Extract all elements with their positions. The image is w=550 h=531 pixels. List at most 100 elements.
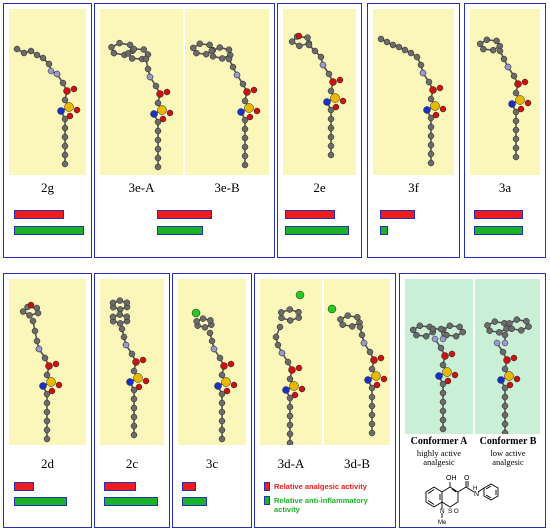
carbon-atom xyxy=(33,304,41,312)
carbon-atom xyxy=(506,320,513,327)
oxygen-atom xyxy=(135,383,143,391)
carbon-atom xyxy=(512,135,520,143)
carbon-atom xyxy=(208,47,216,55)
carbon-atom xyxy=(110,49,118,57)
nitrogen-atom xyxy=(122,341,130,349)
carbon-atom xyxy=(508,325,515,332)
chemical-structure: OH O H N N S O Me xyxy=(425,475,499,526)
molecule-3d-b xyxy=(327,304,388,437)
carbon-atom xyxy=(120,333,128,341)
carbon-atom xyxy=(501,429,509,434)
carbon-atom xyxy=(512,144,520,152)
molecule-background-3a xyxy=(470,9,540,175)
label-3a: 3a xyxy=(498,180,512,195)
carbon-atom xyxy=(241,125,249,133)
carbon-atom xyxy=(272,333,280,341)
carbon-atom xyxy=(128,55,136,62)
carbon-atom xyxy=(123,299,131,306)
carbon-atom xyxy=(439,398,447,406)
antiinflammatory-bar-2d xyxy=(14,497,67,506)
antiinflammatory-bar-3e xyxy=(157,226,203,235)
carbon-atom xyxy=(368,411,376,419)
sulfur-atom xyxy=(289,381,299,391)
sulfur-atom xyxy=(46,377,56,387)
carbon-atom xyxy=(196,40,204,48)
carbon-atom xyxy=(525,323,532,330)
carbon-atom xyxy=(501,420,509,428)
carbon-atom xyxy=(239,80,247,88)
nitrogen-atom xyxy=(431,335,439,343)
carbon-atom xyxy=(126,41,134,49)
carbon-atom xyxy=(439,425,447,433)
legend-analgesic-text: Relative analgesic activity xyxy=(274,482,367,491)
nitrogen-atom xyxy=(282,386,290,394)
oxygen-atom xyxy=(444,377,452,385)
carbon-atom xyxy=(116,311,124,318)
oxygen-atom xyxy=(291,391,299,399)
nitrogen-atom xyxy=(360,339,368,347)
legend-analgesic: Relative analgesic activity xyxy=(264,482,392,491)
carbon-atom xyxy=(496,47,504,55)
carbon-atom xyxy=(501,402,509,410)
carbon-atom xyxy=(512,89,520,97)
oxygen-atom xyxy=(436,84,444,92)
sulfur-atom xyxy=(64,102,74,112)
molecule-3f xyxy=(377,35,447,167)
oxygen-atom xyxy=(220,362,228,370)
carbon-atom xyxy=(130,395,138,403)
carbon-atom xyxy=(295,308,302,316)
carbon-atom xyxy=(427,141,435,149)
nitrogen-atom xyxy=(319,61,327,69)
carbon-atom xyxy=(383,38,391,46)
oxygen-atom xyxy=(63,87,71,95)
oxygen-atom xyxy=(524,99,532,107)
sulfur-atom xyxy=(330,93,340,103)
carbon-atom xyxy=(154,163,162,171)
legend-antiinflammatory-swatch xyxy=(264,496,270,505)
molecule-2d xyxy=(19,301,63,443)
nitrogen-atom xyxy=(323,98,331,106)
structure-oh: OH xyxy=(446,475,457,482)
molecule-3a xyxy=(476,36,532,161)
carbon-atom xyxy=(427,150,435,158)
oxygen-atom xyxy=(510,354,518,362)
oxygen-atom xyxy=(230,381,238,389)
carbon-atom xyxy=(325,70,333,78)
carbon-atom xyxy=(61,133,69,141)
carbon-atom xyxy=(142,55,150,63)
carbon-atom xyxy=(116,39,123,47)
carbon-atom xyxy=(439,361,447,369)
carbon-atom xyxy=(512,126,520,134)
oxygen-atom xyxy=(159,115,167,123)
carbon-atom xyxy=(389,41,397,49)
oxygen-atom xyxy=(243,88,251,96)
carbon-atom xyxy=(413,53,421,61)
nitrogen-atom xyxy=(501,339,509,347)
carbon-atom xyxy=(13,45,21,53)
carbon-atom xyxy=(154,145,162,153)
carbon-atom xyxy=(130,431,138,439)
carbon-atom xyxy=(116,320,124,327)
legend-analgesic-swatch xyxy=(264,482,270,491)
carbon-atom xyxy=(327,151,335,159)
antiinflammatory-bar-2e xyxy=(285,226,349,235)
carbon-atom xyxy=(202,50,210,58)
carbon-atom xyxy=(484,322,491,329)
legend-antiinflammatory-line2: activity xyxy=(274,505,300,514)
carbon-atom xyxy=(43,408,51,416)
carbon-atom xyxy=(206,329,214,337)
carbon-atom xyxy=(288,38,296,45)
carbon-atom xyxy=(109,313,117,321)
carbon-atom xyxy=(39,54,47,62)
carbon-atom xyxy=(241,116,249,124)
carbon-atom xyxy=(510,72,518,80)
oxygen-atom xyxy=(514,80,522,88)
carbon-atom xyxy=(225,55,233,63)
carbon-atom xyxy=(61,115,69,123)
carbon-atom xyxy=(154,118,162,126)
carbon-atom xyxy=(108,43,115,51)
legend-antiinflammatory-line1: Relative anti-inflammatory xyxy=(274,496,368,505)
antiinflammatory-bar-3a xyxy=(474,226,523,235)
carbon-atom xyxy=(512,153,520,161)
conformer-a-subtitle: highly active analgesic xyxy=(404,449,474,467)
